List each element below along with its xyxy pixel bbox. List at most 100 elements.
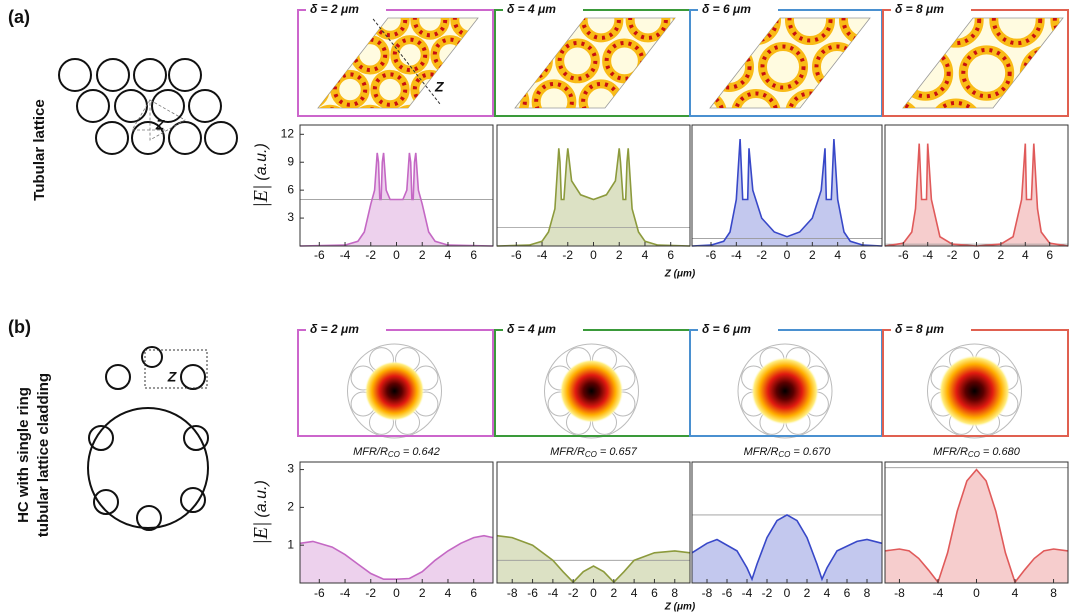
image-title: δ = 2 μm [310,322,359,336]
mode-ring-core [432,107,468,108]
y-tick-label: 1 [287,537,294,551]
mode-ring-core [930,100,982,108]
mode-ring-core [841,156,887,202]
curve [884,468,1069,584]
y-axis-label: |E| (a.u.) [250,143,272,208]
mode-ring-core [991,100,1043,108]
mode-ring [390,104,430,108]
mode-ring-core [978,140,1019,181]
x-tick-label: 0 [784,248,791,262]
mode-ring-core [515,40,545,70]
x-tick-label: -4 [340,248,351,262]
image-frame [297,329,494,437]
x-tick-label: -4 [731,248,742,262]
curve [691,138,883,247]
y-tick-label: 3 [287,210,294,224]
x-tick-label: 8 [1050,586,1057,600]
mfr-sub: CO [778,450,790,459]
mode-ring-core [677,84,713,120]
mode-ring [442,84,478,120]
cut-line [369,14,441,105]
mode-ring [560,125,596,161]
curve [299,534,494,580]
field-image: δ = 4 μm [494,322,691,439]
x-tick-label: 4 [1012,586,1019,600]
x-tick-label: -4 [548,586,559,600]
mode-ring [470,35,478,75]
y-label-unit: (a.u.) [253,143,270,180]
mode-ring-core [762,140,803,181]
mode-ring-core [318,107,348,108]
mode-ring [466,43,502,79]
area-fill [692,514,882,583]
x-tick-label: -2 [568,586,579,600]
mode-ring-core [581,18,621,40]
x-tick-label: -2 [365,586,376,600]
x-axis-label: Z (μm) [664,602,696,612]
x-tick-label: 4 [1022,248,1029,262]
mode-ring-core [255,74,285,104]
mode-ring-core [991,18,1043,46]
mode-ring-core [332,72,368,107]
side-label: Tubular lattice [31,99,48,200]
field-image: δ = 2 μm [297,322,494,439]
x-tick-label: -4 [537,248,548,262]
mode-ring-core [275,40,305,70]
mode-ring-core [961,47,1012,99]
x-tick-label: 0 [590,248,597,262]
area-fill [300,535,493,583]
area-fill [497,148,690,246]
mode-ring [902,156,948,202]
mode-ring-core [654,140,695,181]
mode-ring-core [924,140,965,181]
mode-ring [318,104,350,108]
mode-ring-core [472,107,478,108]
x-tick-label: 6 [470,586,477,600]
mfr-value: = 0.680 [983,446,1021,458]
x-tick-label: 6 [667,248,674,262]
side-label: HC with single ring [15,387,32,523]
image-frame [297,9,494,117]
mode-ring [841,50,887,96]
x-tick-label: 4 [642,248,649,262]
mode-ring [275,40,305,70]
title-bg [306,322,386,338]
title-bg [698,322,778,338]
x-tick-label: 0 [393,248,400,262]
area-fill [300,152,493,246]
image-title: δ = 6 μm [702,2,751,16]
mode-ring-core [902,156,948,202]
x-tick-label: 4 [445,248,452,262]
x-tick-label: 4 [824,586,831,600]
title-bg [503,2,583,18]
mode-ring-core [318,72,328,107]
y-axis-label: |E| (a.u.) [250,480,272,545]
mode-ring [318,35,350,75]
mode-spot [364,361,425,421]
x-tick-label: 6 [860,248,867,262]
field-image: δ = 8 μm [882,322,1069,439]
x-tick-label: -6 [314,586,325,600]
x-tick-label: 2 [998,248,1005,262]
x-tick-label: -8 [507,586,518,600]
image-title: δ = 2 μm [310,2,359,16]
area-fill [885,469,1068,583]
mode-ring [466,125,502,161]
mfr-label: MFR/RCO = 0.680 [933,446,1021,459]
x-tick-label: 6 [651,586,658,600]
title-bg [503,322,583,338]
mode-ring-core [903,47,951,99]
x-tick-label: -4 [340,586,351,600]
image-frame [882,9,1069,117]
y-tick-label: 6 [287,182,294,196]
mode-ring [607,125,643,161]
mode-ring-core [787,91,833,108]
mfr-label: MFR/RCO = 0.670 [744,446,832,459]
mode-ring [989,98,1045,108]
y-tick-label: 9 [287,154,294,168]
title-bg [891,322,971,338]
mode-ring [924,140,965,181]
mfr-value: = 0.642 [403,446,440,458]
mode-ring [515,40,545,70]
